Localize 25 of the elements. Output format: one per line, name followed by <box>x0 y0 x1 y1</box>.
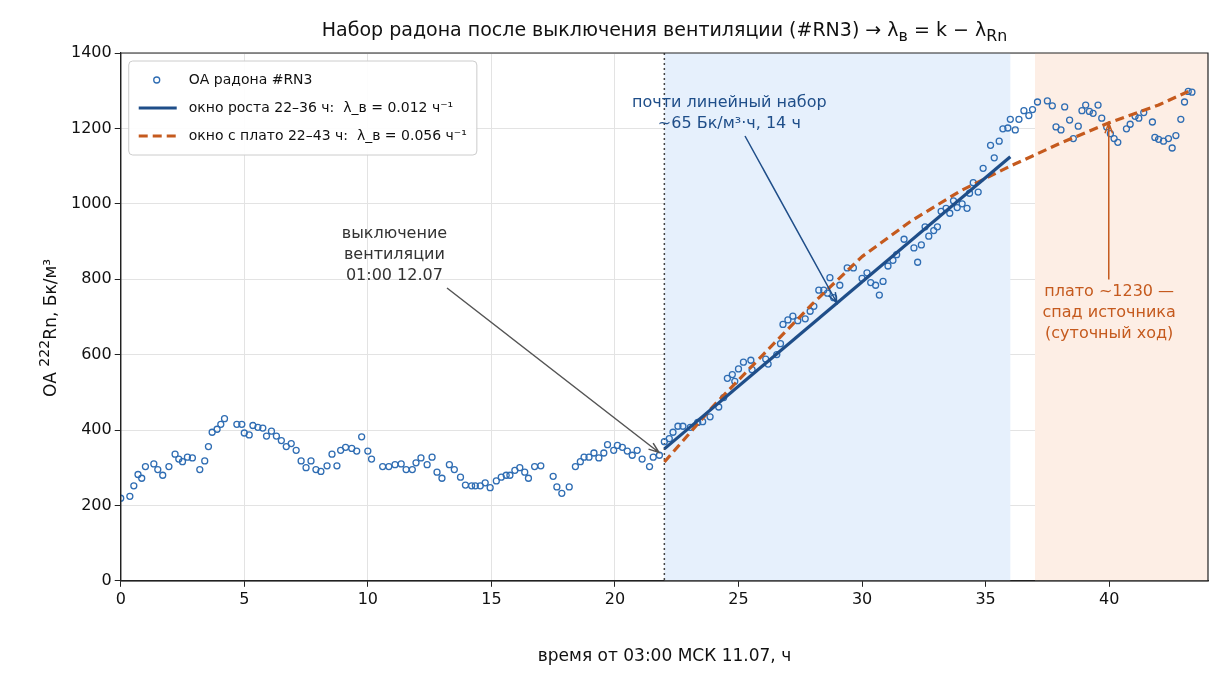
y-tick-label: 1400 <box>71 42 112 62</box>
x-tick-label: 20 <box>604 588 626 608</box>
legend-label: ОА радона #RN3 <box>188 70 313 87</box>
legend-label: окно с плато 22–43 ч: λ_в = 0.056 ч⁻¹ <box>188 126 467 143</box>
y-tick-label: 1000 <box>71 192 112 212</box>
y-tick-label: 400 <box>81 419 112 439</box>
x-tick-label: 15 <box>481 588 502 608</box>
x-tick-label: 30 <box>851 588 873 608</box>
x-tick-label: 5 <box>239 588 250 608</box>
chart-title: Набор радона после выключения вентиляции (#RN3) → λ$_{в}$ = k − λ$_{Rn}$ <box>320 18 1009 45</box>
y-tick-label: 0 <box>101 569 112 589</box>
annotation: выключение вентиляции 01:00 12.07 <box>341 222 448 284</box>
y-tick-label: 1200 <box>71 117 112 137</box>
x-tick-label: 40 <box>1098 588 1120 608</box>
annotation: плато ~1230 — спад источника (суточный ход) <box>1042 280 1176 342</box>
x-axis-title: время от 03:00 МСК 11.07, ч <box>536 645 793 665</box>
y-tick-label: 600 <box>81 343 112 363</box>
x-tick-label: 0 <box>115 588 126 608</box>
y-tick-label: 200 <box>81 494 112 514</box>
legend-label: окно роста 22–36 ч: λ_в = 0.012 ч⁻¹ <box>188 98 454 115</box>
y-tick-label: 800 <box>81 268 112 288</box>
x-tick-label: 25 <box>728 588 749 608</box>
x-tick-label: 35 <box>975 588 996 608</box>
annotation: почти линейный набор ~65 Бк/м³·ч, 14 ч <box>632 91 827 132</box>
x-tick-label: 10 <box>357 588 379 608</box>
